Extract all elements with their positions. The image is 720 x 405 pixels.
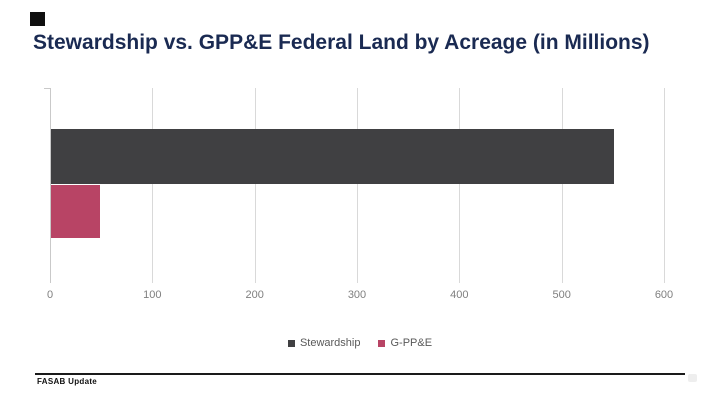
legend-item-stewardship: Stewardship <box>287 337 361 349</box>
gridline-300 <box>357 88 358 283</box>
legend-swatch-stewardship <box>287 339 295 347</box>
x-tick-label-300: 300 <box>347 289 367 301</box>
x-axis-tick-labels: 0 100 200 300 400 500 600 <box>47 289 673 303</box>
gridline-400 <box>459 88 461 283</box>
accent-square <box>30 12 45 26</box>
gridline-600 <box>664 88 665 283</box>
slide-title: Stewardship vs. GPP&E Federal Land by Ac… <box>33 31 650 54</box>
gridline-0 <box>50 88 51 283</box>
x-tick-label-100: 100 <box>143 289 162 301</box>
legend-swatch-gppe <box>378 339 386 347</box>
gridline-100 <box>152 88 154 283</box>
legend-item-gppe: G-PP&E <box>378 337 432 349</box>
legend-label-stewardship: Stewardship <box>299 337 361 349</box>
x-tick-label-600: 600 <box>654 289 674 301</box>
bar-chart-plot-area <box>44 88 665 283</box>
footer-text: FASAB Update <box>37 377 98 386</box>
footer-rule <box>35 373 685 375</box>
x-tick-label-400: 400 <box>450 289 469 301</box>
x-tick-label-0: 0 <box>46 289 54 301</box>
x-tick-label-500: 500 <box>552 289 571 301</box>
gridline-200 <box>254 88 256 283</box>
bar-gppe <box>51 185 100 238</box>
legend-label-gppe: G-PP&E <box>390 337 433 349</box>
chart-legend: Stewardship G-PP&E <box>0 337 720 349</box>
bar-stewardship <box>51 129 614 184</box>
y-axis-top-tick <box>44 88 50 89</box>
x-tick-label-200: 200 <box>245 289 264 301</box>
slide-number-faint <box>688 374 697 382</box>
gridline-500 <box>561 88 563 283</box>
